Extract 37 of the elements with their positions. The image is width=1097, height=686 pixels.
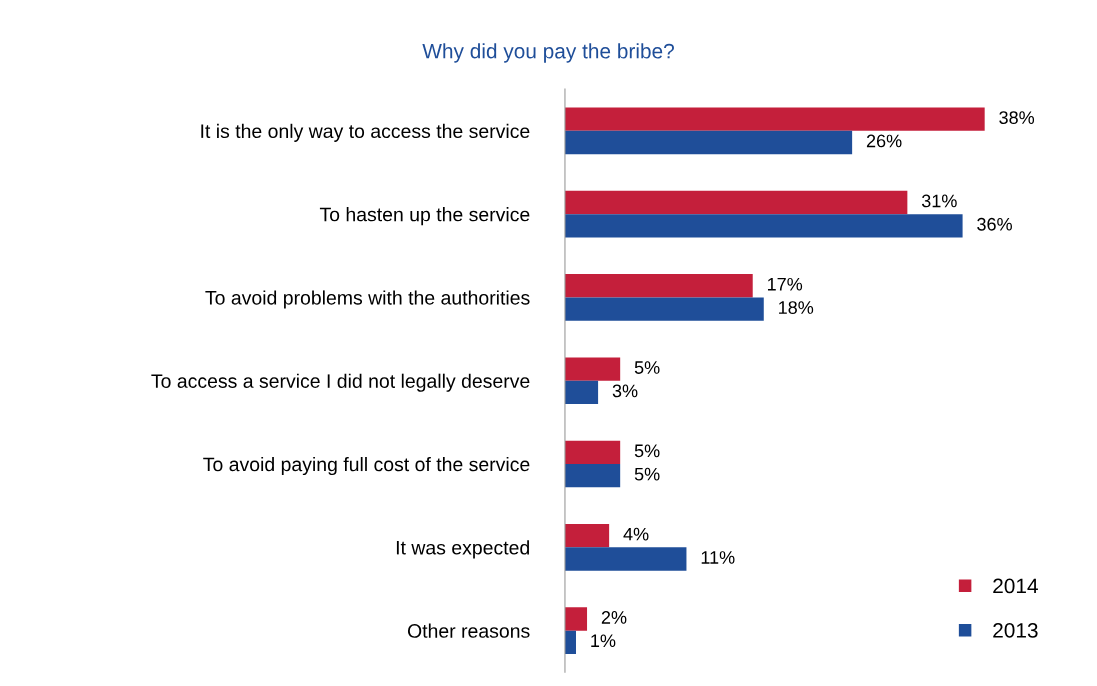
bar <box>564 297 764 321</box>
chart-title: Why did you pay the bribe? <box>422 43 674 63</box>
data-label: 5% <box>634 467 660 481</box>
data-label: 31% <box>921 194 957 208</box>
data-label: 2% <box>601 611 627 624</box>
bar <box>564 107 985 131</box>
bar <box>564 190 908 215</box>
data-label: 17% <box>767 277 803 291</box>
data-label: 1% <box>591 634 616 648</box>
data-label: 18% <box>779 301 814 314</box>
data-label: 38% <box>999 111 1035 125</box>
bar <box>564 440 621 465</box>
y-tick-label: To avoid paying full cost of the service <box>203 456 530 476</box>
data-label: 5% <box>634 361 660 374</box>
data-label: 11% <box>701 551 735 564</box>
bar <box>564 214 963 238</box>
bar <box>564 607 588 631</box>
y-tick-label: To access a service I did not legally deserve <box>151 373 530 392</box>
y-tick-label: Other reasons <box>407 623 530 638</box>
data-label: 3% <box>612 384 638 398</box>
data-label: 5% <box>634 444 660 458</box>
bar <box>564 464 621 488</box>
bar <box>564 130 853 155</box>
y-tick-label: It is the only way to access the service <box>201 123 530 142</box>
bar <box>564 357 621 381</box>
bar <box>564 380 599 405</box>
data-label: 36% <box>977 217 1012 231</box>
y-tick-label: It was expected <box>396 540 529 559</box>
bar <box>564 524 610 548</box>
bar <box>564 274 753 298</box>
legend-label: 2013 <box>993 623 1038 638</box>
y-tick-label: To hasten up the service <box>319 207 530 226</box>
bar <box>564 547 687 571</box>
data-label: 4% <box>623 527 649 541</box>
y-tick-label: To avoid problems with the authorities <box>205 290 530 309</box>
data-label: 26% <box>866 134 902 148</box>
legend-label: 2014 <box>993 578 1038 594</box>
